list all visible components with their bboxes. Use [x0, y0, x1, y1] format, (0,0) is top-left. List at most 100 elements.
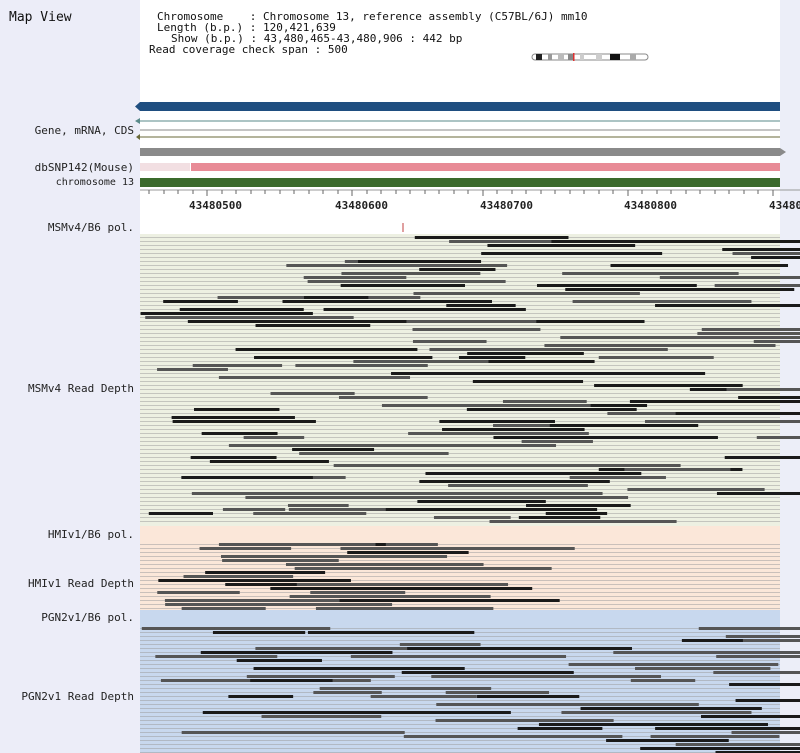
dbsnp-track-label: dbSNP142(Mouse) — [34, 161, 134, 174]
read-segment — [155, 655, 278, 658]
gene-bar — [140, 102, 780, 111]
read-segment — [174, 603, 257, 606]
read-segment — [725, 635, 800, 638]
read-segment — [295, 364, 428, 367]
read-segment — [403, 735, 623, 738]
read-segment — [270, 392, 355, 395]
read-segment — [565, 288, 758, 291]
read-segment — [635, 667, 771, 670]
read-segment — [296, 583, 509, 586]
read-segment — [726, 388, 800, 391]
read-segment — [448, 484, 588, 487]
read-segment — [246, 675, 395, 678]
coverage-value: 500 — [327, 43, 348, 56]
read-segment — [433, 516, 511, 519]
read-segment — [700, 715, 800, 718]
read-segment — [517, 727, 603, 730]
snp-bar — [191, 163, 780, 171]
ruler-tick-5: 43480 — [769, 199, 800, 212]
read-segment — [236, 659, 322, 662]
read-segment — [294, 567, 363, 570]
coverage-key: Read coverage check span — [149, 43, 308, 56]
read-segment — [716, 655, 800, 658]
read-segment — [228, 444, 412, 447]
read-segment — [729, 683, 800, 686]
read-segment — [406, 647, 633, 650]
read-segment — [756, 436, 800, 439]
read-segment — [610, 264, 789, 267]
read-segment — [348, 607, 494, 610]
read-segment — [401, 671, 574, 674]
read-segment — [681, 639, 781, 642]
chromosome-info: Chromosome : Chromosome 13, reference as… — [149, 10, 588, 56]
read-segment — [310, 591, 406, 594]
read-segment — [190, 456, 277, 459]
read-segment — [307, 280, 506, 283]
pgn-pol-label: PGN2v1/B6 pol. — [41, 611, 134, 624]
read-segment — [594, 384, 743, 387]
gene-track — [135, 102, 786, 187]
read-segment — [435, 719, 614, 722]
read-segment — [201, 432, 278, 435]
read-segment — [181, 731, 261, 734]
read-segment — [697, 332, 800, 335]
read-segment — [381, 404, 591, 407]
read-segment — [288, 508, 479, 511]
read-segment — [466, 408, 637, 411]
read-segment — [221, 555, 448, 558]
read-segment — [333, 464, 541, 467]
read-segment — [655, 727, 800, 730]
read-segment — [358, 260, 482, 263]
read-segment — [200, 651, 393, 654]
read-segment — [183, 575, 294, 578]
read-segment — [253, 667, 465, 670]
chromosome-track-label: chromosome 13 — [55, 177, 134, 188]
read-segment — [199, 547, 292, 550]
read-segment — [254, 356, 433, 359]
read-segment — [218, 376, 411, 379]
read-segment — [742, 639, 800, 642]
read-segment — [562, 272, 739, 275]
read-segment — [157, 368, 228, 371]
read-segment — [148, 512, 213, 515]
length-value: 120,421,639 — [262, 21, 336, 34]
read-segment — [544, 344, 675, 347]
read-segment — [505, 496, 629, 499]
read-segment — [606, 739, 729, 742]
read-segment — [472, 380, 584, 383]
read-segment — [549, 424, 699, 427]
length-key: Length (b.p.) — [157, 21, 244, 34]
read-segment — [502, 400, 587, 403]
read-segment — [436, 703, 673, 706]
read-segment — [191, 492, 426, 495]
msm-depth-label: MSMv4 Read Depth — [28, 382, 134, 395]
read-segment — [483, 372, 706, 375]
read-segment — [350, 655, 567, 658]
read-segment — [568, 663, 653, 666]
read-segment — [222, 559, 339, 562]
read-segment — [187, 320, 407, 323]
ruler-tick-1: 43480500 — [189, 199, 242, 212]
chromosome-ideogram-icon[interactable] — [530, 53, 650, 61]
read-segment — [315, 607, 394, 610]
hmi-pol-track — [140, 526, 780, 542]
read-segment — [627, 488, 765, 491]
read-segment — [716, 492, 800, 495]
read-segment — [157, 591, 240, 594]
read-segment — [518, 516, 601, 519]
read-segment — [261, 715, 382, 718]
read-segment — [255, 324, 371, 327]
read-segment — [341, 272, 481, 275]
read-segment — [145, 316, 342, 319]
read-segment — [412, 340, 487, 343]
read-segment — [572, 300, 752, 303]
read-segment — [228, 695, 294, 698]
read-segment — [245, 496, 449, 499]
read-segment — [575, 336, 778, 339]
read-segment — [716, 651, 800, 654]
read-segment — [287, 504, 349, 507]
read-segment — [715, 751, 800, 753]
read-segment — [338, 396, 428, 399]
read-segment — [353, 360, 489, 363]
read-segment — [505, 240, 640, 243]
